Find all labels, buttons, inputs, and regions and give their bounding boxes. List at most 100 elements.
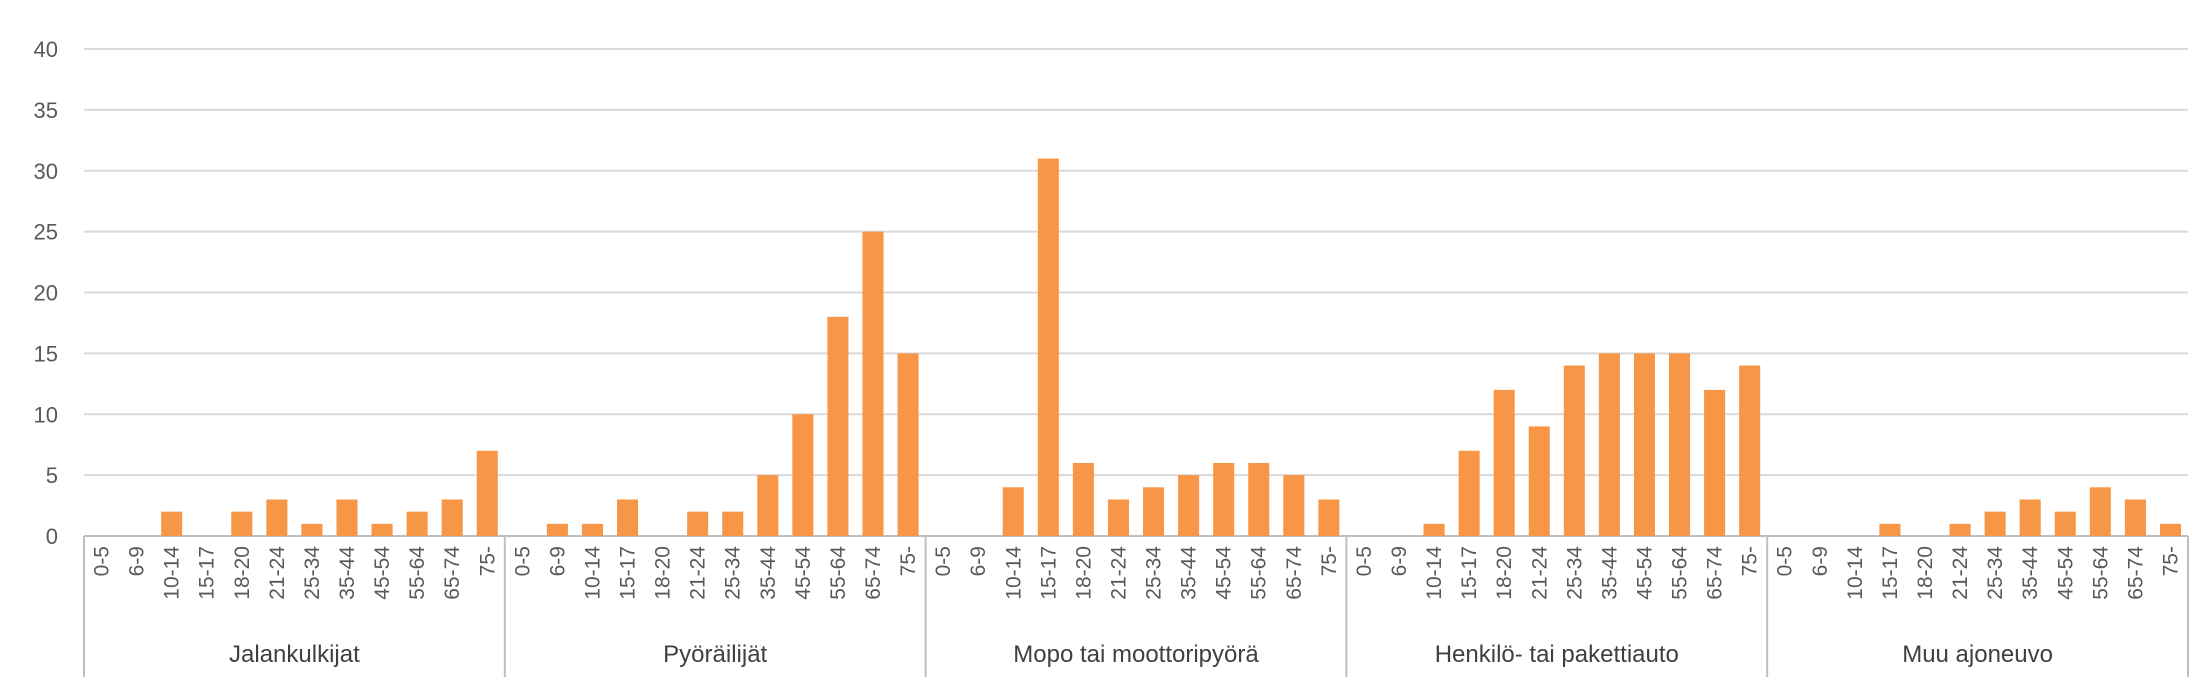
y-tick-label: 30 [34, 159, 58, 184]
bar [1283, 475, 1305, 536]
bar [1984, 511, 2006, 536]
x-tick-label: 65-74 [862, 546, 885, 600]
bar [1002, 487, 1024, 536]
bar [336, 499, 358, 536]
bar [1528, 426, 1550, 536]
bar [1879, 523, 1901, 536]
bar [441, 499, 463, 536]
bar [2054, 511, 2076, 536]
x-tick-label: 10-14 [1423, 546, 1446, 600]
x-tick-label: 15-17 [617, 546, 640, 600]
bar [1704, 389, 1726, 536]
group-label: Pyöräilijät [663, 641, 767, 668]
x-tick-label: 15-17 [1879, 546, 1902, 600]
bar [1493, 389, 1515, 536]
x-tick-label: 65-74 [441, 546, 464, 600]
x-tick-label: 25-34 [1143, 546, 1166, 600]
x-tick-label: 0-5 [932, 546, 955, 576]
x-tick-label: 0-5 [1353, 546, 1376, 576]
bar [371, 523, 393, 536]
x-tick-label: 15-17 [196, 546, 219, 600]
x-tick-label: 75- [1318, 546, 1341, 576]
group-label: Mopo tai moottoripyörä [1013, 641, 1259, 668]
y-tick-label: 25 [34, 220, 58, 245]
bar [1423, 523, 1445, 536]
bar [1563, 365, 1585, 536]
bar [1178, 475, 1200, 536]
y-tick-label: 20 [34, 281, 58, 306]
gridlines [84, 48, 2188, 537]
x-tick-label: 75- [897, 546, 920, 576]
x-tick-label: 6-9 [126, 546, 149, 576]
x-tick-label: 10-14 [581, 546, 604, 600]
x-tick-label: 15-17 [1458, 546, 1481, 600]
x-tick-label: 45-54 [371, 546, 394, 600]
x-tick-label: 21-24 [1107, 546, 1130, 600]
x-tick-label: 25-34 [1563, 546, 1586, 600]
bar [546, 523, 568, 536]
bar [617, 499, 639, 536]
group-label: Jalankulkijat [229, 641, 360, 668]
x-tick-label: 75- [2159, 546, 2182, 576]
bar [1669, 353, 1691, 536]
bar [2019, 499, 2041, 536]
x-tick-label: 6-9 [1388, 546, 1411, 576]
bar [231, 511, 253, 536]
x-tick-label: 45-54 [1213, 546, 1236, 600]
group-label: Muu ajoneuvo [1902, 641, 2053, 668]
x-tick-label: 45-54 [792, 546, 815, 600]
x-tick-label: 65-74 [1704, 546, 1727, 600]
x-tick-label: 55-64 [406, 546, 429, 600]
y-axis-ticks: 0 5 10 15 20 25 30 35 40 [34, 37, 58, 549]
x-tick-label: 15-17 [1037, 546, 1060, 600]
x-tick-label: 65-74 [1283, 546, 1306, 600]
x-tick-label: 21-24 [1949, 546, 1972, 600]
bar [266, 499, 288, 536]
bar [1739, 365, 1761, 536]
x-tick-label: 21-24 [1528, 546, 1551, 600]
x-tick-label: 18-20 [1072, 546, 1095, 600]
x-tick-label: 10-14 [1002, 546, 1025, 600]
bars [161, 158, 2181, 536]
category-groups: Jalankulkijat Pyöräilijät Mopo tai moottor… [83, 536, 2189, 677]
y-tick-label: 35 [34, 98, 58, 123]
bar [722, 511, 744, 536]
x-tick-label: 75- [476, 546, 499, 576]
x-tick-label: 35-44 [1178, 546, 1201, 600]
x-tick-label: 55-64 [1248, 546, 1271, 600]
bar [897, 353, 919, 536]
x-tick-label: 45-54 [2054, 546, 2077, 600]
x-tick-label: 55-64 [2089, 546, 2112, 600]
bar [1143, 487, 1165, 536]
bar [1598, 353, 1620, 536]
bar [1037, 158, 1059, 536]
bar [1633, 353, 1655, 536]
x-tick-label: 18-20 [1493, 546, 1516, 600]
y-tick-label: 10 [34, 402, 58, 427]
bar [1107, 499, 1129, 536]
y-tick-label: 0 [46, 524, 58, 549]
x-tick-label: 0-5 [511, 546, 534, 576]
x-tick-label: 0-5 [1774, 546, 1797, 576]
bar [1949, 523, 1971, 536]
bar [581, 523, 603, 536]
x-tick-label: 6-9 [546, 546, 569, 576]
x-tick-label: 25-34 [722, 546, 745, 600]
x-tick-label: 21-24 [687, 546, 710, 600]
x-tick-label: 35-44 [336, 546, 359, 600]
x-tick-label: 25-34 [1984, 546, 2007, 600]
y-tick-label: 40 [34, 37, 58, 62]
y-tick-label: 15 [34, 341, 58, 366]
bar [757, 475, 779, 536]
x-tick-label: 10-14 [1844, 546, 1867, 600]
x-tick-label: 18-20 [652, 546, 675, 600]
bar [792, 414, 814, 536]
x-tick-label: 25-34 [301, 546, 324, 600]
bar [161, 511, 183, 536]
bar [2159, 523, 2181, 536]
bar [2124, 499, 2146, 536]
x-tick-label: 0-5 [91, 546, 114, 576]
x-tick-label: 75- [1739, 546, 1762, 576]
x-tick-label: 10-14 [161, 546, 184, 600]
